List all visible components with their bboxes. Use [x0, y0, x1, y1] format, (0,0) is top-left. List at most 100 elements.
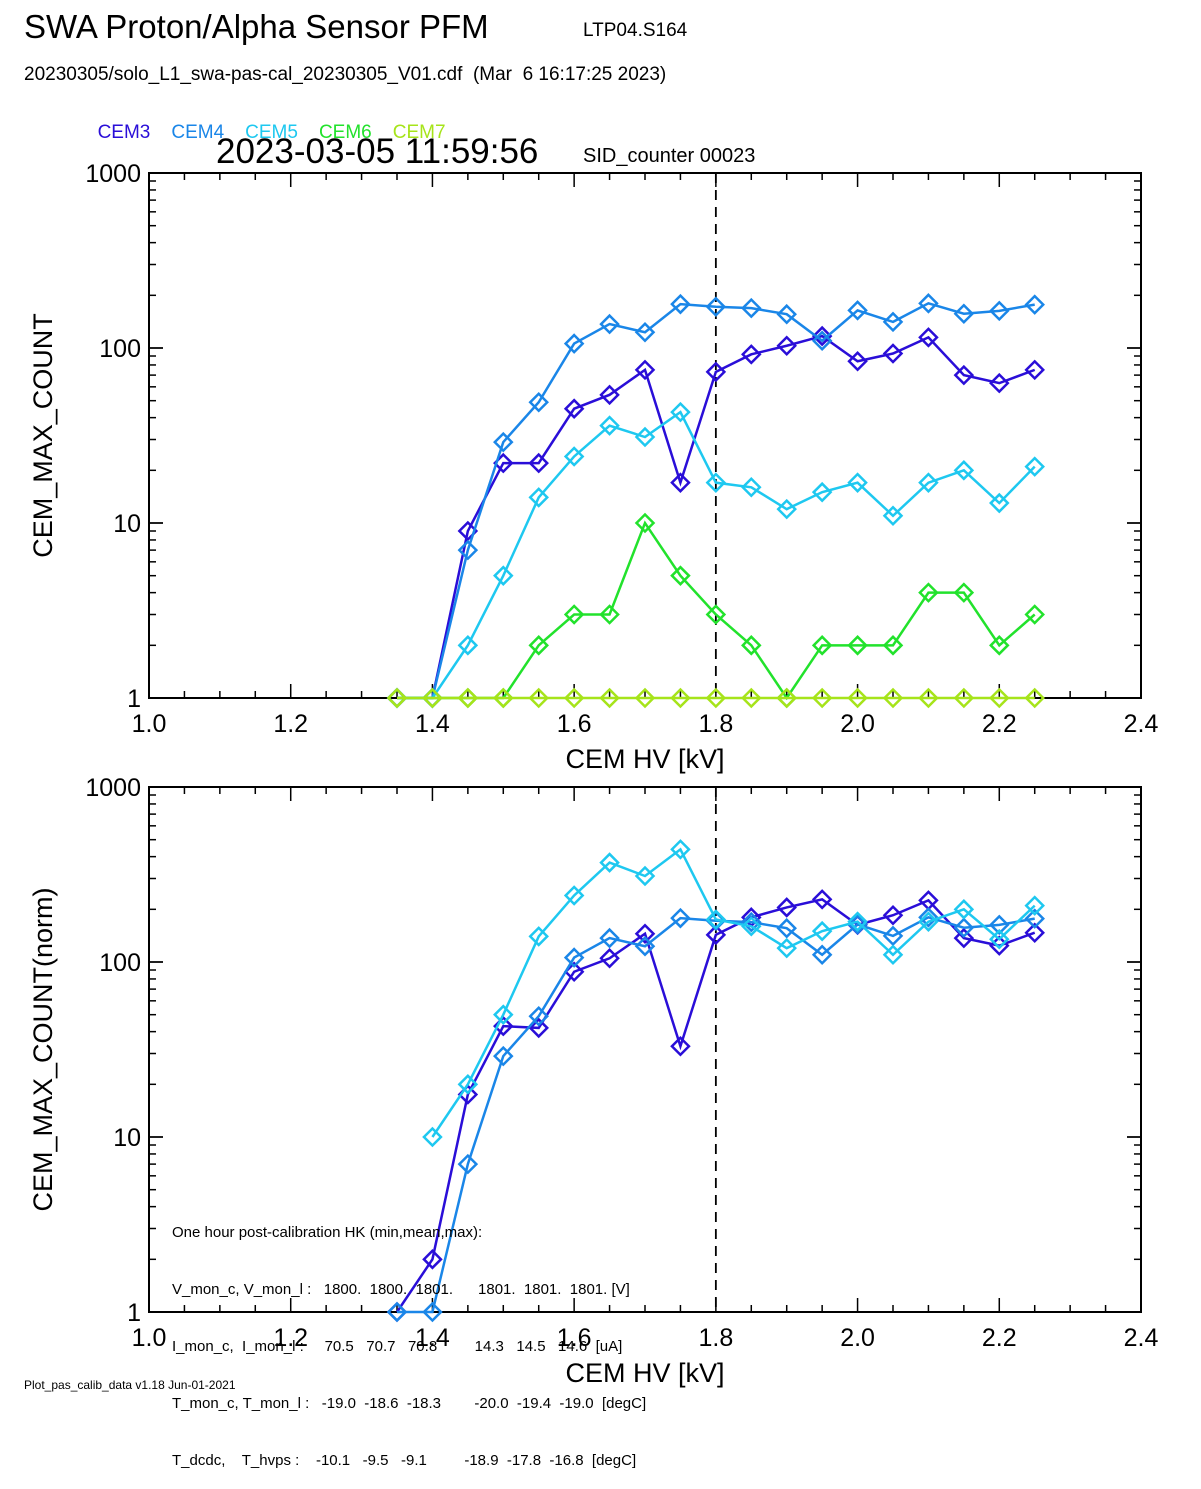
legend-entry-cem4: CEM4 — [171, 122, 225, 143]
y-tick-label: 1 — [127, 685, 141, 713]
data-point-cem4 — [918, 907, 939, 928]
data-point-cem5 — [741, 916, 762, 937]
data-point-cem5 — [670, 839, 691, 860]
data-point-cem4 — [670, 293, 691, 315]
x-tick-label: 1.8 — [698, 710, 733, 738]
series-line-cem5 — [397, 410, 1036, 700]
data-point-cem7 — [493, 687, 514, 709]
data-point-cem7 — [776, 687, 797, 709]
data-point-cem3 — [741, 344, 762, 365]
data-point-cem4 — [493, 1045, 514, 1067]
data-point-cem7 — [599, 687, 620, 709]
plot-panel-1: 1.0 1.2 1.4 1.6 1.8 2.0 2.2 2.4 1 10 100 1000 CEM HV… — [28, 160, 1158, 774]
data-point-cem4 — [953, 917, 975, 938]
data-point-cem7 — [953, 687, 975, 709]
data-point-cem7 — [1024, 687, 1045, 709]
x-tick-label: 1.0 — [132, 710, 167, 738]
x-tick-label: 1.0 — [132, 1324, 167, 1352]
hk-row: V_mon_c, V_mon_l : 1800. 1800. 1801. 180… — [172, 1281, 630, 1298]
timestamp: 2023-03-05 11:59:56 — [216, 132, 539, 171]
x-tick-label: 2.2 — [982, 710, 1017, 738]
data-point-cem5 — [493, 565, 514, 586]
x-tick-label: 2.4 — [1124, 710, 1159, 738]
data-point-cem5 — [882, 505, 904, 527]
data-point-cem5 — [953, 460, 975, 481]
sid-counter: SID_counter 00023 — [583, 145, 756, 167]
data-point-cem5 — [882, 944, 904, 966]
data-point-cem4 — [599, 313, 620, 335]
y-tick-label: 1 — [127, 1299, 141, 1327]
data-point-cem4 — [670, 907, 691, 929]
data-point-cem5 — [741, 477, 762, 498]
y-tick-label: 1000 — [85, 160, 141, 188]
series-group — [386, 839, 1045, 1323]
data-point-cem3 — [422, 1249, 443, 1270]
data-point-cem5 — [634, 865, 656, 887]
y-tick-label: 100 — [99, 335, 141, 363]
data-point-cem3 — [918, 327, 939, 348]
hk-summary: One hour post-calibration HK (min,mean,m… — [172, 1185, 646, 1489]
chart-subtitle: LTP04.S164 — [583, 20, 688, 41]
data-point-cem6 — [528, 635, 549, 656]
data-point-cem3 — [847, 350, 868, 372]
x-tick-label: 1.8 — [698, 1324, 733, 1352]
series-line-cem5 — [431, 847, 1036, 1138]
y-axis-label: CEM_MAX_COUNT — [28, 313, 58, 558]
data-point-cem5 — [457, 635, 479, 656]
data-point-cem7 — [634, 687, 656, 709]
data-point-cem3 — [528, 1017, 549, 1039]
data-point-cem6 — [599, 604, 620, 625]
y-tick-label: 1000 — [85, 774, 141, 802]
x-tick-label: 2.2 — [982, 1324, 1017, 1352]
data-point-cem3 — [705, 361, 727, 383]
data-point-cem5 — [705, 472, 727, 493]
plot-panel-2: 1.0 1.2 1.4 1.6 1.8 2.0 2.2 2.4 1 10 100 1000 CEM HV… — [28, 774, 1158, 1388]
data-point-cem4 — [741, 297, 762, 319]
data-point-cem6 — [989, 635, 1010, 656]
data-point-cem5 — [989, 492, 1010, 514]
data-point-cem4 — [776, 303, 797, 325]
chart-canvas: 1.0 1.2 1.4 1.6 1.8 2.0 2.2 2.4 1 10 100 1000 CEM HV… — [28, 160, 1158, 1388]
data-point-cem7 — [989, 687, 1010, 709]
hk-row: I_mon_c, I_mon_l : 70.5 70.7 70.8 14.3 1… — [172, 1338, 623, 1355]
data-point-cem5 — [811, 920, 833, 942]
data-point-cem5 — [989, 928, 1010, 950]
data-point-cem3 — [1024, 359, 1045, 381]
data-point-cem7 — [563, 687, 585, 709]
x-tick-label: 1.4 — [415, 1324, 450, 1352]
data-point-cem5 — [670, 401, 691, 423]
data-point-cem4 — [386, 1301, 408, 1323]
data-point-cem4 — [953, 303, 975, 324]
data-point-cem7 — [811, 687, 833, 709]
series-line-cem4 — [397, 915, 1035, 1314]
data-point-cem3 — [811, 325, 833, 347]
data-point-cem7 — [457, 687, 479, 709]
data-point-cem3 — [670, 472, 691, 493]
data-point-cem7 — [528, 687, 549, 709]
legend-entry-cem6: CEM6 — [318, 122, 372, 143]
footer-version: Plot_pas_calib_data v1.18 Jun-01-2021 — [24, 1378, 236, 1392]
x-axis-label: CEM HV [kV] — [565, 1358, 724, 1388]
data-point-cem3 — [882, 904, 904, 926]
data-point-cem6 — [741, 635, 762, 656]
data-point-cem4 — [918, 293, 939, 314]
data-point-cem4 — [882, 311, 904, 333]
x-tick-label: 1.2 — [273, 710, 308, 738]
data-point-cem6 — [882, 635, 904, 656]
data-point-cem3 — [634, 359, 656, 381]
data-point-cem4 — [457, 539, 479, 561]
data-point-cem4 — [989, 300, 1010, 322]
data-point-cem3 — [989, 372, 1010, 394]
data-point-cem7 — [705, 687, 727, 709]
data-point-cem3 — [776, 335, 797, 357]
data-point-cem4 — [882, 925, 904, 947]
data-point-cem4 — [528, 1005, 549, 1027]
data-point-cem6 — [670, 565, 691, 586]
data-point-cem5 — [811, 481, 833, 503]
data-point-cem3 — [599, 384, 620, 406]
x-tick-label: 1.6 — [557, 1324, 592, 1352]
x-tick-label: 1.4 — [415, 710, 450, 738]
data-point-cem6 — [705, 604, 727, 625]
data-point-cem3 — [634, 923, 656, 945]
x-tick-label: 2.4 — [1124, 1324, 1159, 1352]
